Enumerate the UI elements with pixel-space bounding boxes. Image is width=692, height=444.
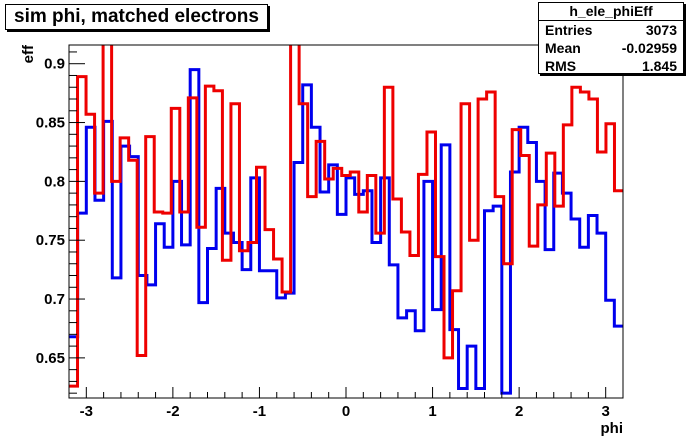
stats-value: -0.02959 xyxy=(621,40,677,56)
stats-label: RMS xyxy=(545,58,577,74)
stats-label: Entries xyxy=(545,22,593,38)
stats-value: 3073 xyxy=(645,22,677,38)
y-tick-label: 0.8 xyxy=(44,173,65,190)
series-line-1 xyxy=(69,45,623,388)
x-tick-label: 2 xyxy=(515,403,523,420)
x-tick-label: -3 xyxy=(80,403,93,420)
stats-row-rms: RMS 1.845 xyxy=(539,57,683,75)
stats-box: h_ele_phiEff Entries 3073 Mean -0.02959 … xyxy=(538,2,684,74)
y-tick-label: 0.65 xyxy=(36,350,65,367)
x-tick-label: -2 xyxy=(166,403,179,420)
x-axis-label: phi xyxy=(601,420,624,437)
x-tick-label: 0 xyxy=(342,403,350,420)
x-tick-label: 3 xyxy=(602,403,610,420)
stats-row-mean: Mean -0.02959 xyxy=(539,39,683,57)
plot-frame xyxy=(68,44,624,399)
stats-label: Mean xyxy=(545,40,581,56)
stats-title: h_ele_phiEff xyxy=(539,3,683,21)
x-tick-label: -1 xyxy=(253,403,266,420)
y-tick-label: 0.7 xyxy=(44,291,65,308)
stats-row-entries: Entries 3073 xyxy=(539,21,683,39)
chart-title: sim phi, matched electrons xyxy=(5,4,268,30)
x-tick-label: 1 xyxy=(428,403,436,420)
stats-value: 1.845 xyxy=(641,58,677,74)
y-tick-label: 0.85 xyxy=(36,115,65,132)
y-axis-label: eff xyxy=(20,44,37,63)
series-line-0 xyxy=(69,68,623,395)
y-tick-label: 0.9 xyxy=(44,56,65,73)
y-tick-label: 0.75 xyxy=(36,232,65,249)
